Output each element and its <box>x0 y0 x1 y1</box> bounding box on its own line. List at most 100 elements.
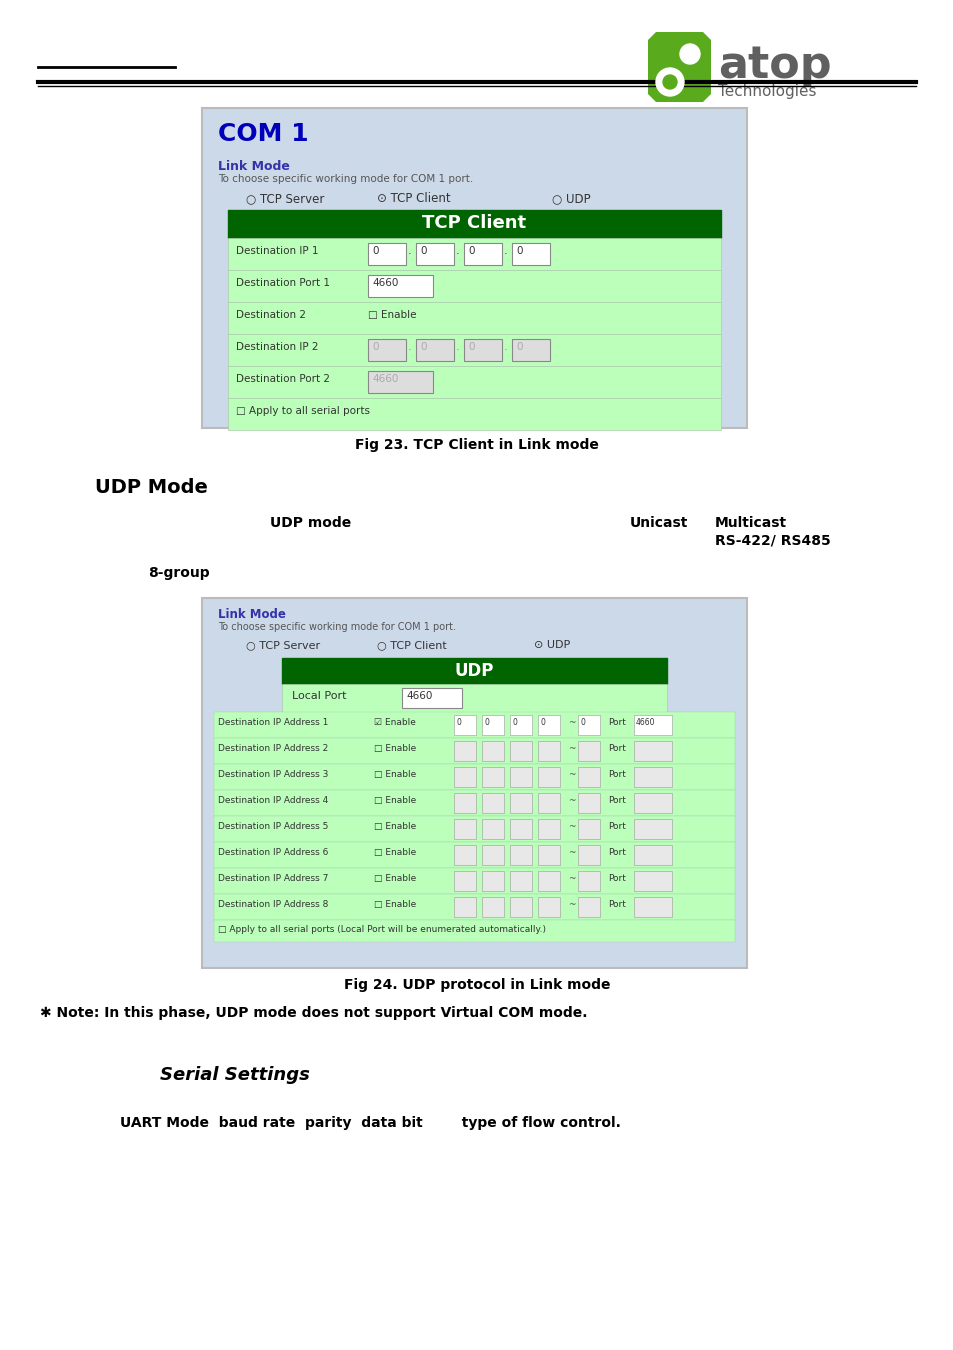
Text: □ Enable: □ Enable <box>374 822 416 832</box>
Text: 0: 0 <box>419 342 426 352</box>
Bar <box>537 792 559 813</box>
Bar <box>416 339 454 360</box>
Text: Port: Port <box>607 873 625 883</box>
Text: .: . <box>503 342 507 352</box>
Bar <box>282 684 666 711</box>
Text: □ Enable: □ Enable <box>374 769 416 779</box>
Text: ~: ~ <box>567 873 575 883</box>
Text: Destination IP Address 2: Destination IP Address 2 <box>218 744 328 753</box>
Text: TCP Client: TCP Client <box>421 215 525 232</box>
Circle shape <box>679 45 700 63</box>
Bar <box>228 302 720 333</box>
Text: .: . <box>408 246 411 256</box>
Text: □ Enable: □ Enable <box>374 744 416 753</box>
Text: .: . <box>456 246 459 256</box>
Bar <box>481 871 503 891</box>
Bar <box>537 767 559 787</box>
Text: 0: 0 <box>540 718 545 728</box>
Bar <box>213 894 734 919</box>
Bar <box>368 275 433 297</box>
Bar <box>537 871 559 891</box>
Bar <box>213 790 734 815</box>
Bar <box>578 871 599 891</box>
Bar <box>634 845 671 865</box>
Text: 0: 0 <box>484 718 489 728</box>
Text: □ Enable: □ Enable <box>368 310 416 320</box>
Text: 4660: 4660 <box>372 278 398 288</box>
Text: 4660: 4660 <box>372 374 398 383</box>
Text: 4660: 4660 <box>636 718 655 728</box>
Bar <box>454 871 476 891</box>
Bar <box>228 211 720 238</box>
Bar <box>228 333 720 366</box>
Text: UDP mode: UDP mode <box>270 516 351 531</box>
Bar <box>537 845 559 865</box>
Bar <box>454 716 476 734</box>
Bar <box>454 741 476 761</box>
Bar <box>454 896 476 917</box>
Bar <box>481 845 503 865</box>
Text: ✱ Note: In this phase, UDP mode does not support Virtual COM mode.: ✱ Note: In this phase, UDP mode does not… <box>40 1006 587 1021</box>
Text: .: . <box>408 342 411 352</box>
Text: Destination IP Address 7: Destination IP Address 7 <box>218 873 328 883</box>
Text: ~: ~ <box>567 769 575 779</box>
Text: 0: 0 <box>419 246 426 256</box>
Text: ~: ~ <box>567 744 575 753</box>
Bar <box>510 819 532 838</box>
Text: To choose specific working mode for COM 1 port.: To choose specific working mode for COM … <box>218 622 456 632</box>
Polygon shape <box>647 32 710 103</box>
Bar <box>512 243 550 265</box>
Text: Port: Port <box>607 796 625 805</box>
Bar <box>481 792 503 813</box>
Bar <box>454 767 476 787</box>
Text: atop: atop <box>718 45 831 86</box>
Bar <box>537 896 559 917</box>
Text: Technologies: Technologies <box>718 84 816 99</box>
Bar <box>510 767 532 787</box>
Bar <box>481 741 503 761</box>
Bar <box>202 598 746 968</box>
Text: Port: Port <box>607 900 625 909</box>
Text: Port: Port <box>607 718 625 728</box>
Text: 0: 0 <box>372 342 378 352</box>
Bar <box>578 792 599 813</box>
Text: Multicast: Multicast <box>714 516 786 531</box>
Bar <box>368 371 433 393</box>
Text: .: . <box>503 246 507 256</box>
Text: ⊙ TCP Client: ⊙ TCP Client <box>376 192 450 205</box>
Text: Destination IP Address 3: Destination IP Address 3 <box>218 769 328 779</box>
Text: ○ TCP Client: ○ TCP Client <box>376 640 446 649</box>
Text: Destination IP Address 4: Destination IP Address 4 <box>218 796 328 805</box>
Bar <box>481 716 503 734</box>
Bar <box>282 657 666 684</box>
Bar <box>213 868 734 894</box>
Text: Port: Port <box>607 822 625 832</box>
Bar <box>510 741 532 761</box>
Text: Destination 2: Destination 2 <box>235 310 306 320</box>
Bar <box>454 792 476 813</box>
Text: Link Mode: Link Mode <box>218 161 290 173</box>
Text: Local Port: Local Port <box>292 691 346 701</box>
Text: Unicast: Unicast <box>629 516 688 531</box>
Bar <box>481 767 503 787</box>
Text: Destination IP Address 8: Destination IP Address 8 <box>218 900 328 909</box>
Bar <box>578 896 599 917</box>
Text: 0: 0 <box>513 718 517 728</box>
Bar <box>228 398 720 431</box>
Text: □ Apply to all serial ports: □ Apply to all serial ports <box>235 406 370 416</box>
Bar <box>537 741 559 761</box>
Bar <box>578 741 599 761</box>
Bar <box>634 819 671 838</box>
Text: ○ UDP: ○ UDP <box>552 192 590 205</box>
Text: To choose specific working mode for COM 1 port.: To choose specific working mode for COM … <box>218 174 473 184</box>
Bar <box>578 819 599 838</box>
Bar <box>578 767 599 787</box>
Text: Destination Port 2: Destination Port 2 <box>235 374 330 383</box>
Bar <box>416 243 454 265</box>
Text: Link Mode: Link Mode <box>218 608 286 621</box>
Bar <box>368 243 406 265</box>
Bar <box>634 896 671 917</box>
Text: ~: ~ <box>567 718 575 728</box>
Text: ~: ~ <box>567 848 575 857</box>
Bar <box>401 688 461 707</box>
